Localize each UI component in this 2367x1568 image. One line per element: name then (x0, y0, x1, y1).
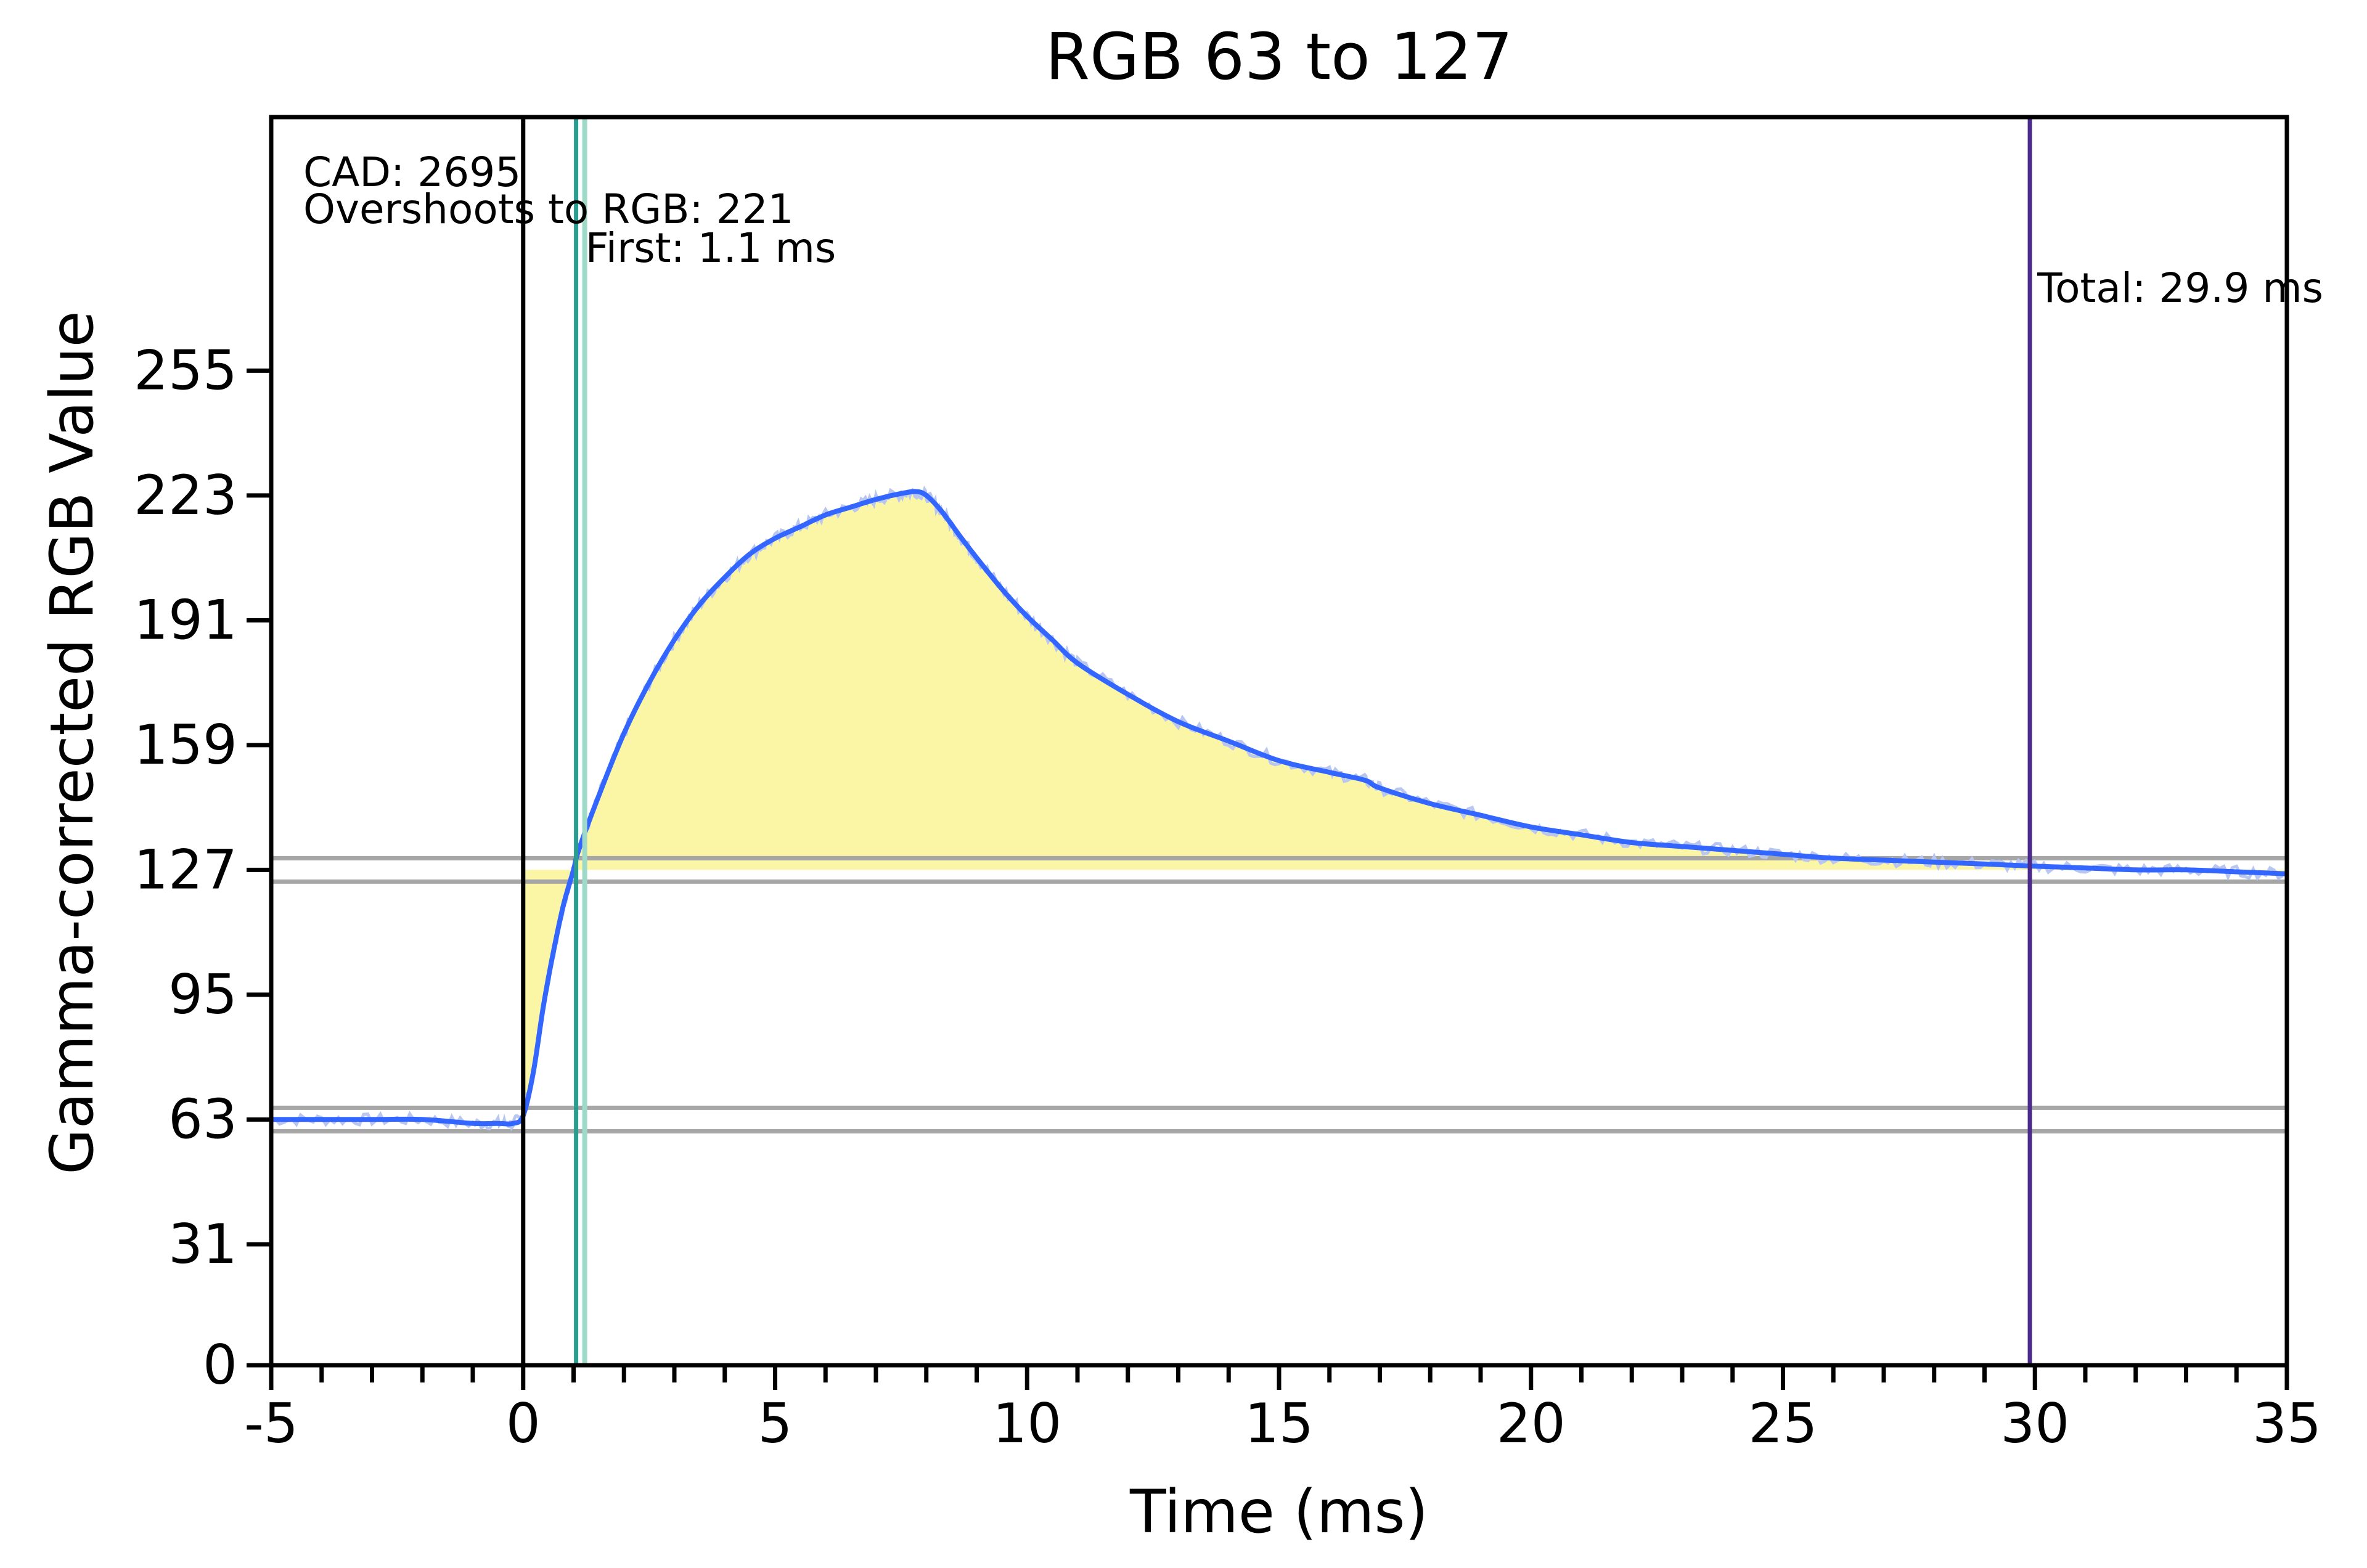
x-axis-label: Time (ms) (1129, 1477, 1428, 1546)
y-tick-label: 31 (168, 1212, 237, 1276)
y-tick-label: 255 (134, 338, 237, 402)
x-tick-label: 0 (506, 1392, 541, 1455)
annotation-total: Total: 29.9 ms (2037, 264, 2323, 312)
x-tick-label: 30 (2000, 1392, 2069, 1455)
y-tick-label: 159 (134, 713, 237, 777)
plot-content (271, 117, 2287, 1365)
x-tick-label: 20 (1497, 1392, 1566, 1455)
y-tick-label: 223 (134, 463, 237, 527)
annotation-first: First: 1.1 ms (586, 224, 836, 272)
annotation-overshoot: Overshoots to RGB: 221 (303, 186, 794, 233)
y-tick-label: 127 (134, 838, 237, 901)
plot-frame (269, 115, 2289, 1368)
y-tick-label: 191 (134, 588, 237, 651)
x-tick-label: 35 (2252, 1392, 2321, 1455)
y-tick-label: 63 (168, 1087, 237, 1151)
x-tick-label: 15 (1245, 1392, 1314, 1455)
response-curve (271, 489, 2287, 1127)
annotation-cad: CAD: 2695 (303, 149, 521, 196)
y-tick-label: 95 (168, 963, 237, 1026)
settling-area (523, 491, 2287, 1116)
x-tick-label: 5 (758, 1392, 793, 1455)
x-tick-label: 25 (1749, 1392, 1818, 1455)
y-tick-label: 0 (203, 1333, 237, 1397)
chart-title: RGB 63 to 127 (1045, 19, 1513, 94)
x-tick-label: 10 (992, 1392, 1061, 1455)
y-axis-label: Gamma-corrected RGB Value (38, 311, 107, 1174)
x-tick-label: -5 (244, 1392, 298, 1455)
plot-area: -5 0 5 10 15 20 25 30 350316395127159191223255CA… (134, 115, 2323, 1455)
